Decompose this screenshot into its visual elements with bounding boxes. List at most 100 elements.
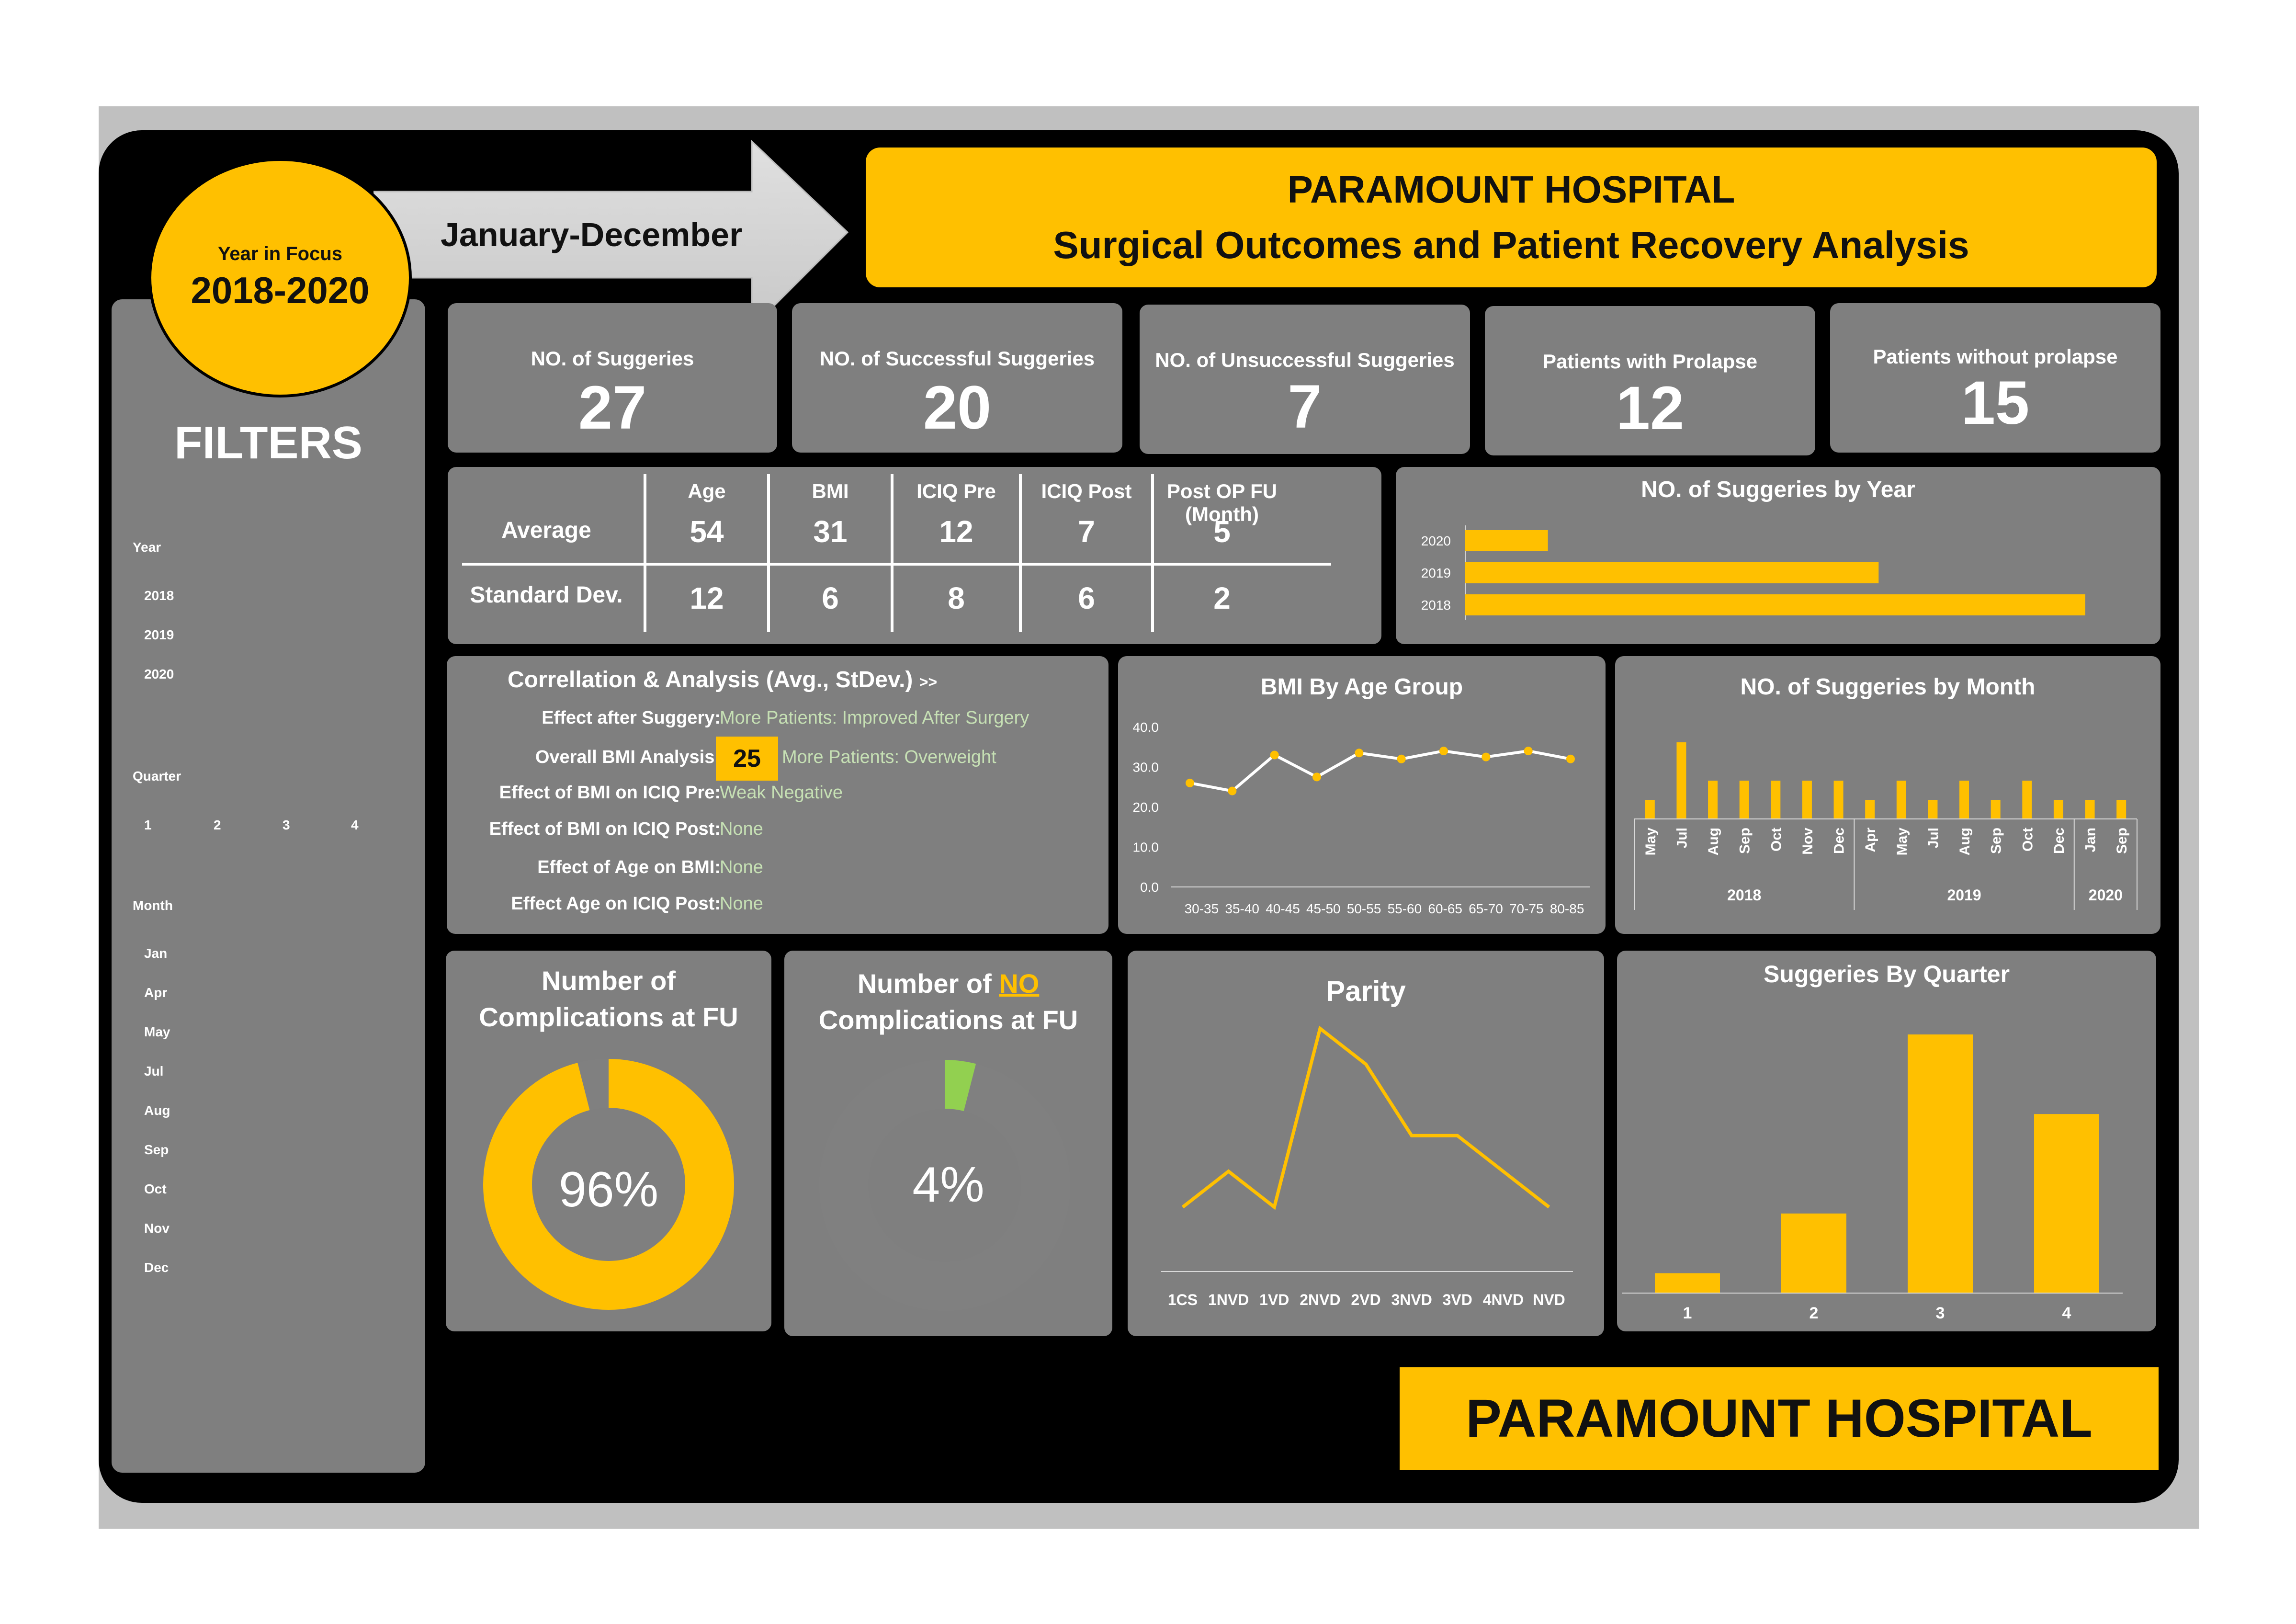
filter-quarter-2[interactable]: 2 <box>214 818 221 832</box>
tick-label: 2020 <box>1421 534 1451 548</box>
bar <box>1465 594 2085 615</box>
year-focus-badge: Year in Focus 2018-2020 <box>148 158 412 397</box>
filters-title: FILTERS <box>174 417 362 468</box>
kpi-value: 15 <box>1961 369 2030 437</box>
complications-title-line1: Number of <box>542 965 676 996</box>
x-tick-label: NVD <box>1533 1291 1565 1308</box>
data-point <box>1312 772 1321 782</box>
x-tick-label: Sep <box>1737 828 1753 854</box>
filter-month-aug[interactable]: Aug <box>144 1103 170 1118</box>
by-year-chart: 2020 2019 2018 <box>1421 525 2085 620</box>
avg-iciq-post: 7 <box>1078 514 1095 549</box>
corr-label-bmi-iciq-pre: Effect of BMI on ICIQ Pre: <box>499 783 721 803</box>
kpi-value: 7 <box>1288 373 1322 441</box>
kpi-value: 27 <box>578 374 647 442</box>
avg-iciq-pre: 12 <box>939 514 973 549</box>
kpi-unsuccessful-surgeries: NO. of Unsuccessful Suggeries 7 <box>1140 305 1470 454</box>
filter-quarter-1[interactable]: 1 <box>144 818 152 832</box>
x-tick-label: 4 <box>2062 1304 2071 1322</box>
filter-year-2018[interactable]: 2018 <box>144 588 174 603</box>
corr-value-age-bmi: None <box>720 857 763 877</box>
x-tick-label: 2NVD <box>1300 1291 1340 1308</box>
data-point <box>1566 754 1575 763</box>
bar <box>1865 800 1875 819</box>
filter-quarter-3[interactable]: 3 <box>283 818 290 832</box>
kpi-label: NO. of Unsuccessful Suggeries <box>1155 349 1455 371</box>
kpi-label: Patients without prolapse <box>1873 345 2118 368</box>
no-complications-title-line1: Number of NO <box>784 968 1112 999</box>
x-tick-label: May <box>1643 828 1659 856</box>
data-point <box>1524 747 1533 756</box>
filter-month-nov[interactable]: Nov <box>144 1221 170 1236</box>
correlation-title-text: Correllation & Analysis (Avg., StDev.) <box>508 667 913 693</box>
by-year-chart-panel: NO. of Suggeries by Year 2020 2019 2018 <box>1396 467 2160 644</box>
chart-title: NO. of Suggeries by Month <box>1740 674 2036 700</box>
data-point <box>1397 754 1406 763</box>
period-arrow <box>373 139 849 330</box>
corr-value-effect-after-surgery: More Patients: Improved After Surgery <box>720 708 1029 728</box>
bar <box>1781 1213 1846 1293</box>
filter-month-jan[interactable]: Jan <box>144 946 168 961</box>
bar <box>1645 800 1655 819</box>
by-quarter-chart-panel: Suggeries By Quarter 1 2 3 4 <box>1617 951 2156 1331</box>
kpi-patients-prolapse: Patients with Prolapse 12 <box>1485 306 1815 455</box>
corr-label-bmi-iciq-post: Effect of BMI on ICIQ Post: <box>489 819 721 839</box>
bar <box>1708 781 1718 819</box>
data-point <box>1355 749 1364 758</box>
bar <box>1959 781 1969 819</box>
bmi-age-chart-panel: BMI By Age Group 0.0 10.0 20.0 30.0 40.0 30-3… <box>1118 656 1606 934</box>
filter-year-2020[interactable]: 2020 <box>144 667 174 681</box>
filter-month-dec[interactable]: Dec <box>144 1260 169 1275</box>
filter-year-2019[interactable]: 2019 <box>144 627 174 642</box>
bar <box>1739 781 1749 819</box>
group-label: 2020 <box>2089 886 2123 904</box>
x-tick-label: Aug <box>1957 828 1973 855</box>
kpi-label: NO. of Suggeries <box>531 347 694 370</box>
no-complications-donut-panel: Number of NO Complications at FU 4% <box>784 951 1112 1336</box>
correlation-panel: Correllation & Analysis (Avg., StDev.) >… <box>447 656 1108 934</box>
x-tick-label: Sep <box>2114 828 2130 854</box>
corr-label-overall-bmi: Overall BMI Analysis: <box>535 747 721 767</box>
data-point <box>1186 778 1194 787</box>
data-point <box>1482 752 1491 761</box>
bar <box>1465 562 1879 583</box>
col-header-post-op: Post OP FU (Month) <box>1166 480 1278 525</box>
title-prefix: Number of <box>857 968 999 999</box>
corr-label-age-bmi: Effect of Age on BMI: <box>537 857 721 877</box>
bar <box>1991 800 2001 819</box>
bar <box>1655 1273 1720 1293</box>
filter-month-jul[interactable]: Jul <box>144 1064 164 1079</box>
filter-quarter-4[interactable]: 4 <box>351 818 359 832</box>
complications-percent: 96% <box>558 1162 659 1217</box>
filter-quarter-label: Quarter <box>133 769 181 784</box>
no-complications-donut <box>819 1060 1070 1311</box>
sd-post-op: 2 <box>1213 581 1231 615</box>
period-label: January-December <box>441 216 743 253</box>
x-tick-label: 3VD <box>1443 1291 1472 1308</box>
x-tick-label: 3NVD <box>1391 1291 1432 1308</box>
y-tick-label: 20.0 <box>1133 800 1159 815</box>
corr-label-effect-after-surgery: Effect after Suggery: <box>542 708 721 728</box>
bar <box>1676 742 1686 819</box>
corr-value-age-iciq-post: None <box>720 894 763 914</box>
kpi-successful-surgeries: NO. of Successful Suggeries 20 <box>792 303 1122 453</box>
title-emphasis: NO <box>999 968 1040 999</box>
filter-month-may[interactable]: May <box>144 1024 170 1039</box>
x-tick-label: 40-45 <box>1266 901 1300 916</box>
y-tick-label: 40.0 <box>1133 720 1159 735</box>
bar <box>1908 1034 1973 1293</box>
bar <box>2022 781 2032 819</box>
filter-month-sep[interactable]: Sep <box>144 1142 169 1157</box>
x-tick-label: 80-85 <box>1550 901 1584 916</box>
filter-month-apr[interactable]: Apr <box>144 985 168 1000</box>
kpi-label: Patients with Prolapse <box>1542 350 1758 373</box>
x-tick-label: 1 <box>1683 1304 1692 1322</box>
no-complications-title-line2: Complications at FU <box>818 1005 1078 1035</box>
bar <box>1928 800 1938 819</box>
sd-iciq-post: 6 <box>1078 581 1095 615</box>
complications-donut-panel: Number of Complications at FU 96% <box>446 951 771 1331</box>
sd-iciq-pre: 8 <box>948 581 965 615</box>
series-line <box>1181 1025 1550 1210</box>
filter-month-oct[interactable]: Oct <box>144 1181 167 1196</box>
y-tick-label: 10.0 <box>1133 840 1159 855</box>
